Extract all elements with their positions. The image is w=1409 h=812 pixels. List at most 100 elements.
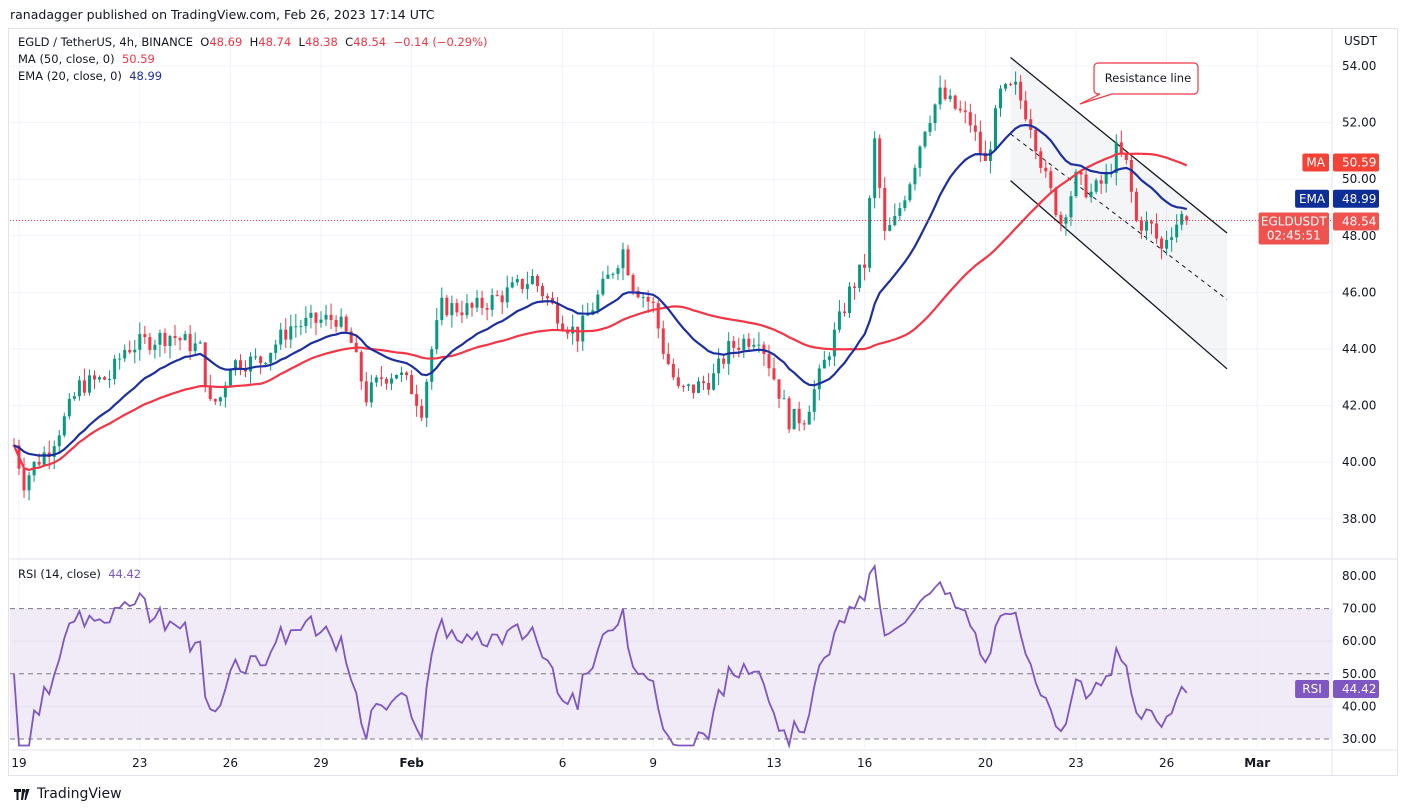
candle-body — [123, 349, 127, 359]
candle — [747, 333, 751, 352]
candle — [254, 348, 258, 360]
candle-body — [490, 295, 494, 310]
candle-body — [128, 349, 132, 353]
candle — [893, 203, 897, 227]
candle-body — [1084, 174, 1088, 198]
price-tick-label: 50.00 — [1342, 172, 1376, 186]
candle-body — [178, 338, 182, 341]
candle-body — [1079, 171, 1083, 175]
candle-body — [173, 336, 177, 339]
candle-body — [108, 379, 112, 381]
candle-body — [873, 138, 877, 199]
candle-body — [1049, 171, 1053, 189]
candle — [1134, 188, 1138, 223]
candle — [1185, 214, 1189, 226]
candle-body — [274, 344, 278, 353]
candle — [797, 401, 801, 432]
candle-body — [244, 369, 247, 372]
candle — [1034, 127, 1038, 160]
candle-body — [57, 435, 61, 447]
candle-body — [384, 378, 388, 384]
date-tick-label: 19 — [11, 756, 26, 770]
candle-body — [707, 383, 711, 390]
candle-body — [455, 303, 459, 313]
candle-body — [349, 331, 353, 343]
rsi-label: RSI (14, close) — [18, 567, 101, 581]
candle-body — [344, 316, 348, 332]
candle-body — [993, 108, 997, 150]
price-badge-countdown: 02:45:51 — [1267, 229, 1321, 243]
candle — [1094, 178, 1098, 195]
candle-body — [1024, 100, 1028, 120]
ema-legend[interactable]: EMA (20, close, 0) 48.99 — [18, 69, 162, 83]
candle — [732, 336, 736, 358]
channel-fill — [1010, 57, 1227, 369]
candle-body — [792, 408, 796, 430]
candle-body — [802, 423, 806, 425]
candle-body — [1019, 81, 1023, 101]
candle-body — [812, 389, 816, 412]
rsi-tick-label: 80.00 — [1342, 569, 1376, 583]
candle-body — [82, 380, 86, 393]
candle — [546, 293, 549, 306]
candle-body — [369, 382, 373, 403]
candle-body — [203, 342, 207, 386]
publisher-line: ranadagger published on TradingView.com,… — [10, 7, 435, 22]
candle-body — [113, 358, 117, 380]
candle — [148, 332, 152, 355]
candle-body — [1004, 84, 1008, 89]
ma-badge-label: MA — [1306, 156, 1325, 170]
candle — [596, 289, 600, 315]
date-tick-label: 20 — [978, 756, 993, 770]
rsi-legend[interactable]: RSI (14, close) 44.42 — [18, 567, 141, 581]
candle-body — [475, 297, 479, 308]
candle-body — [294, 326, 298, 328]
candle — [787, 395, 791, 434]
ema-badge-label-bg — [1295, 189, 1329, 208]
candle-body — [324, 314, 328, 320]
candle — [510, 276, 514, 289]
candle-body — [198, 342, 202, 344]
candle-body — [515, 279, 519, 283]
candle-body — [269, 352, 273, 363]
candle-body — [465, 303, 469, 316]
date-tick-label: 23 — [132, 756, 147, 770]
rsi-tick-label: 60.00 — [1342, 634, 1376, 648]
candle — [364, 371, 368, 407]
date-tick-label: 23 — [1068, 756, 1083, 770]
candle — [999, 85, 1002, 117]
candle-body — [1144, 221, 1148, 231]
candle — [1099, 175, 1103, 194]
candle — [898, 202, 902, 221]
candle — [535, 273, 539, 293]
tradingview-logo[interactable]: TradingView — [14, 786, 122, 802]
candle-body — [646, 296, 650, 302]
brand-name: TradingView — [37, 786, 122, 802]
price-tick-label: 42.00 — [1342, 399, 1376, 413]
candle-body — [223, 385, 227, 398]
open-label: O — [200, 35, 210, 49]
candle-body — [254, 356, 258, 358]
price-tick-label: 48.00 — [1342, 229, 1376, 243]
close-label: C — [345, 35, 354, 49]
ema-badge-value: 48.99 — [1342, 192, 1376, 206]
candle — [314, 311, 318, 336]
candle — [842, 302, 846, 317]
candle-body — [576, 326, 580, 342]
date-tick-label: 29 — [313, 756, 328, 770]
candle — [1084, 169, 1088, 199]
rsi-badge-value-bg — [1333, 679, 1379, 698]
candle — [807, 405, 811, 425]
candle-body — [918, 146, 922, 168]
candle — [611, 272, 615, 279]
high-value: 48.74 — [258, 35, 292, 49]
candle — [264, 362, 268, 366]
candle — [505, 275, 509, 309]
candle-body — [218, 397, 222, 402]
candle — [389, 373, 393, 391]
ema-value: 48.99 — [129, 69, 163, 83]
candle — [878, 134, 882, 199]
candle-body — [883, 187, 887, 231]
ma-legend[interactable]: MA (50, close, 0) 50.59 — [18, 52, 155, 66]
